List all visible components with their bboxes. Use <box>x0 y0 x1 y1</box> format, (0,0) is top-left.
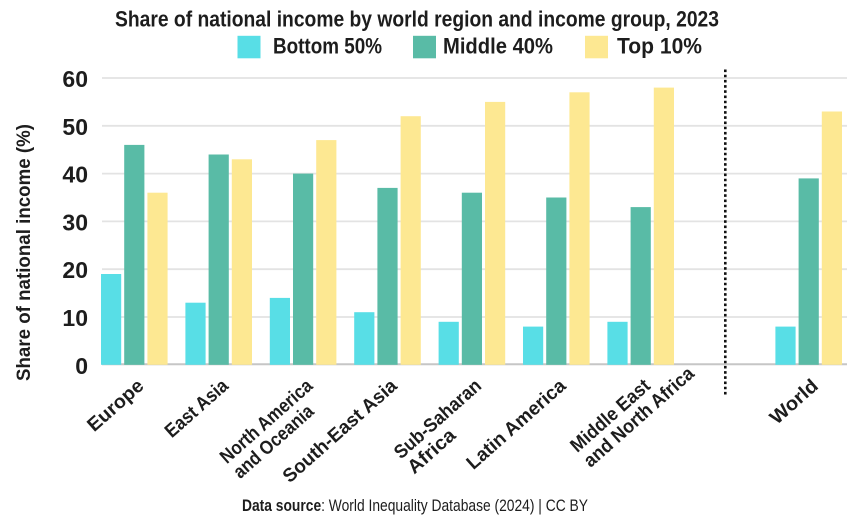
svg-text:Share of national income by wo: Share of national income by world region… <box>115 7 719 32</box>
svg-text:0: 0 <box>75 353 88 379</box>
svg-text:10: 10 <box>62 305 88 331</box>
svg-text:20: 20 <box>62 257 88 283</box>
svg-text:Middle 40%: Middle 40% <box>443 34 553 59</box>
svg-text:Top 10%: Top 10% <box>617 34 702 59</box>
svg-text:50: 50 <box>62 114 88 140</box>
svg-text:Share of national income (%): Share of national income (%) <box>14 124 35 381</box>
svg-text:60: 60 <box>62 66 88 92</box>
svg-text:Bottom 50%: Bottom 50% <box>273 34 382 59</box>
svg-text:30: 30 <box>62 209 88 235</box>
svg-text:40: 40 <box>62 162 88 188</box>
svg-text:Data source: World Inequality: Data source: World Inequality Database (… <box>242 496 588 515</box>
